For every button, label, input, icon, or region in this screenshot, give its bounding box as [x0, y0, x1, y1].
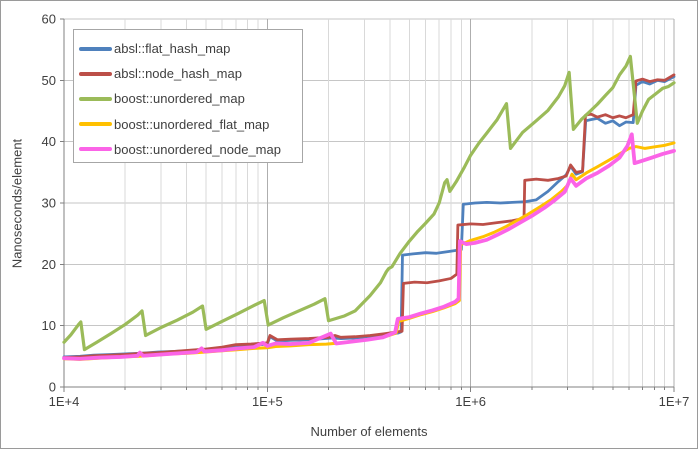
- x-tick-label: 1E+6: [455, 394, 486, 409]
- legend-label: absl::node_hash_map: [114, 66, 242, 82]
- x-tick-label: 1E+5: [252, 394, 283, 409]
- series-line-boost-unordered-flat-map: [62, 141, 676, 361]
- x-tick-label: 1E+7: [659, 394, 690, 409]
- series-line-absl-node-hash-map: [62, 73, 676, 359]
- y-tick-label: 10: [42, 318, 56, 333]
- y-tick-label: 30: [42, 196, 56, 211]
- legend-label: boost::unordered_flat_map: [114, 116, 270, 132]
- legend-line-swatch: [79, 71, 112, 76]
- legend-label: boost::unordered_map: [114, 91, 245, 107]
- x-axis-title: Number of elements: [310, 424, 428, 439]
- y-tick-label: 60: [42, 12, 56, 27]
- y-axis-title: Nanoseconds/element: [9, 138, 25, 269]
- x-tick-label: 1E+4: [49, 394, 80, 409]
- legend-item: boost::unordered_node_map: [79, 137, 302, 161]
- legend-item: boost::unordered_map: [79, 87, 302, 111]
- legend-item: absl::flat_hash_map: [79, 37, 302, 61]
- legend-item: absl::node_hash_map: [79, 62, 302, 86]
- y-tick-label: 0: [49, 380, 56, 395]
- legend-label: absl::flat_hash_map: [114, 41, 231, 57]
- legend-line-swatch: [79, 122, 112, 127]
- series-line-boost-unordered-map: [62, 54, 676, 352]
- y-tick-label: 20: [42, 257, 56, 272]
- legend-label: boost::unordered_node_map: [114, 141, 281, 157]
- y-tick-label: 40: [42, 134, 56, 149]
- legend-line-swatch: [79, 96, 112, 101]
- legend-line-swatch: [79, 46, 112, 51]
- legend-item: boost::unordered_flat_map: [79, 112, 302, 136]
- y-tick-label: 50: [42, 73, 56, 88]
- legend-line-swatch: [79, 147, 112, 152]
- series-line-boost-unordered-node-map: [62, 132, 676, 361]
